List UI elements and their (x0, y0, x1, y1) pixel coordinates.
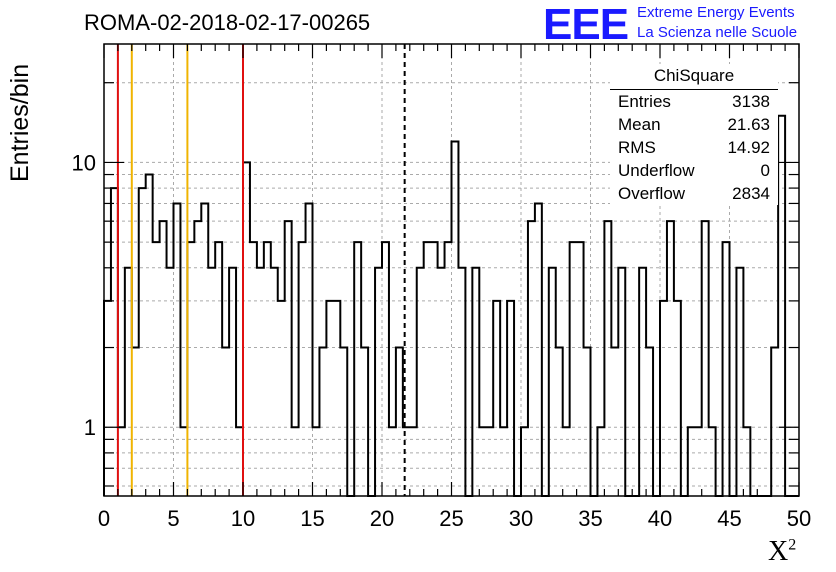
stats-value: 21.63 (727, 115, 770, 134)
x-tick-label: 10 (231, 506, 255, 531)
stats-row-mean: Mean 21.63 (610, 113, 778, 136)
x-tick-label: 25 (439, 506, 463, 531)
stats-value: 2834 (732, 184, 770, 203)
logo-line-2: La Scienza nelle Scuole (637, 24, 798, 41)
y-tick-label: 1 (84, 415, 96, 440)
stats-value: 0 (760, 161, 770, 180)
stats-row-underflow: Underflow 0 (610, 159, 778, 182)
stats-label: RMS (618, 138, 656, 157)
logo-line-1: Extreme Energy Events (637, 4, 795, 21)
x-tick-label: 5 (167, 506, 179, 531)
stats-row-rms: RMS 14.92 (610, 136, 778, 159)
y-axis-label: Entries/bin (6, 63, 34, 182)
x-tick-label: 45 (717, 506, 741, 531)
y-tick-label: 10 (72, 150, 96, 175)
stats-value: 3138 (732, 92, 770, 111)
stats-value: 14.92 (727, 138, 770, 157)
x-tick-label: 0 (98, 506, 110, 531)
x-tick-label: 20 (370, 506, 394, 531)
stats-row-overflow: Overflow 2834 (610, 182, 778, 205)
stats-box: ChiSquare Entries 3138 Mean 21.63 RMS 14.92… (610, 64, 778, 205)
histogram-outline (103, 114, 799, 497)
stats-label: Underflow (618, 161, 695, 180)
x-tick-label: 50 (787, 506, 811, 531)
x-tick-label: 30 (509, 506, 533, 531)
x-axis-label: X2 (768, 536, 796, 568)
stats-label: Overflow (618, 184, 686, 203)
x-axis-label-sup: 2 (788, 536, 797, 554)
chart-title: ROMA-02-2018-02-17-00265 (84, 10, 371, 35)
x-axis-label-base: X (768, 536, 789, 567)
x-tick-label: 40 (648, 506, 672, 531)
x-tick-label: 15 (300, 506, 324, 531)
stats-label: Mean (618, 115, 661, 134)
x-tick-label: 35 (578, 506, 602, 531)
stats-row-entries: Entries 3138 (610, 90, 778, 113)
stats-title: ChiSquare (610, 64, 778, 90)
stats-label: Entries (618, 92, 671, 111)
eee-logo: EEE (543, 0, 629, 49)
